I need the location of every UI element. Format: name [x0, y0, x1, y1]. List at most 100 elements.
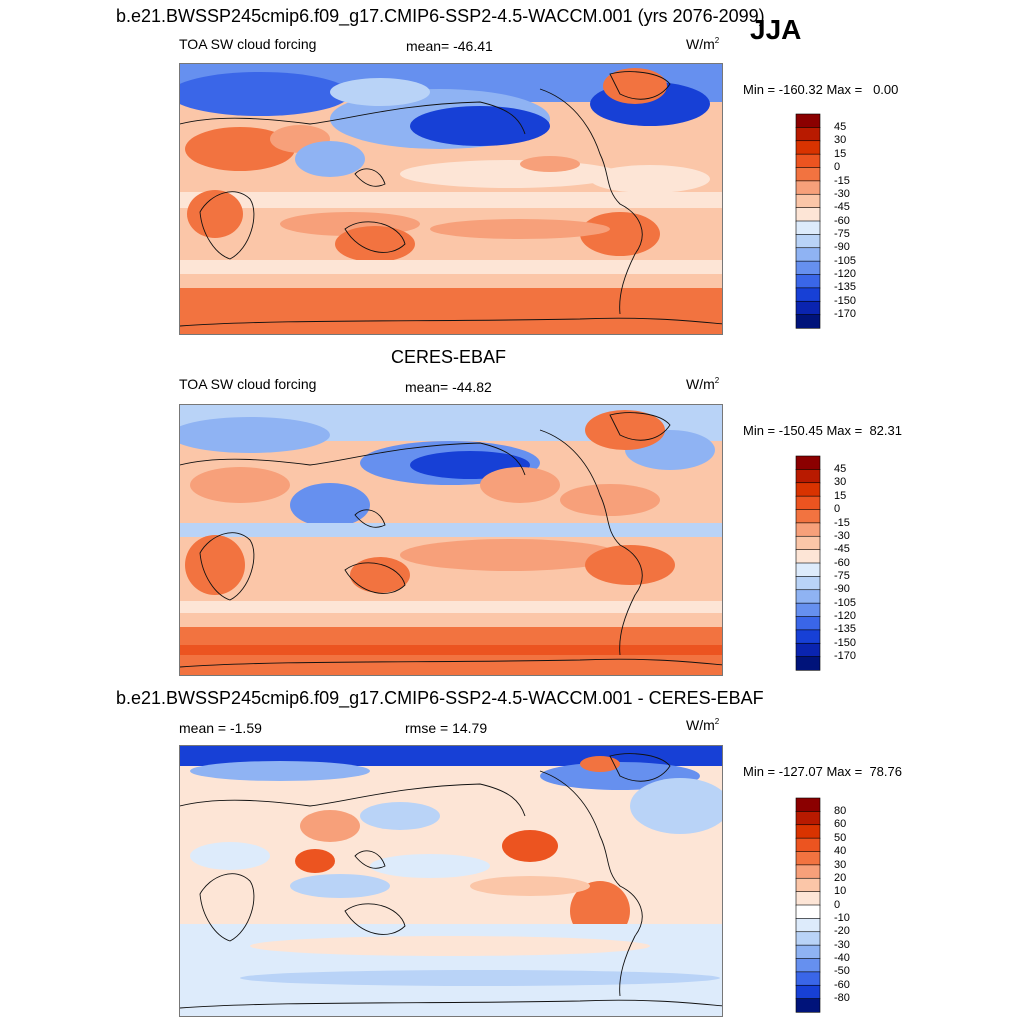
colorbar-swatch [795, 482, 821, 497]
panel1-cbar-tick: -30 [834, 188, 850, 200]
panel3-cbar-tick: 50 [834, 832, 847, 844]
colorbar-swatch [795, 314, 821, 329]
panel3-cbar-tick: 80 [834, 805, 847, 817]
panel2-cbar-tick: -135 [834, 623, 857, 635]
panel3-rmse-label: rmse = 14.79 [405, 720, 488, 736]
colorbar-swatch [795, 549, 821, 564]
colorbar-swatch [795, 207, 821, 222]
panel1-variable-label: TOA SW cloud forcing [179, 36, 317, 52]
colorbar-swatch [795, 811, 821, 826]
colorbar-swatch [795, 629, 821, 644]
panel1-cbar-tick: 45 [834, 121, 847, 133]
panel1-cbar-tick: 0 [834, 161, 841, 173]
panel1-cbar-tick: -150 [834, 295, 857, 307]
colorbar-swatch [795, 837, 821, 853]
colorbar-swatch [795, 984, 821, 1000]
panel3-cbar-tick: 20 [834, 872, 847, 884]
panel2-map [179, 404, 723, 676]
panel1-cbar-tick: -15 [834, 175, 850, 187]
panel2-cbar-tick: 45 [834, 463, 847, 475]
panel1-cbar-tick: -45 [834, 201, 850, 213]
panel1-colorbar [795, 113, 821, 329]
colorbar-swatch [795, 535, 821, 551]
colorbar-swatch [795, 522, 821, 537]
colorbar-swatch [795, 220, 821, 235]
colorbar-swatch [795, 904, 821, 919]
colorbar-swatch [795, 589, 821, 604]
colorbar-swatch [795, 864, 821, 879]
panel3-cbar-tick: -20 [834, 925, 850, 937]
colorbar-swatch [795, 495, 821, 511]
panel3-cbar-tick: -60 [834, 979, 850, 991]
panel2-minmax-label: Min = -150.45 Max = 82.31 [743, 423, 902, 438]
colorbar-swatch [795, 247, 821, 262]
colorbar-swatch [795, 918, 821, 933]
panel1-cbar-tick: -105 [834, 255, 857, 267]
panel3-title: b.e21.BWSSP245cmip6.f09_g17.CMIP6-SSP2-4… [116, 688, 764, 708]
panel2-cbar-tick: 30 [834, 476, 847, 488]
panel2-cbar-tick: -105 [834, 597, 857, 609]
panel2-cbar-tick: -75 [834, 570, 850, 582]
panel3-cbar-tick: -80 [834, 992, 850, 1004]
panel3-cbar-tick: 60 [834, 818, 847, 830]
panel2-variable-label: TOA SW cloud forcing [179, 376, 317, 392]
colorbar-swatch [795, 642, 821, 658]
panel2-cbar-tick: -60 [834, 557, 850, 569]
colorbar-swatch [795, 153, 821, 169]
colorbar-swatch [795, 193, 821, 209]
panel1-cbar-tick: -90 [834, 241, 850, 253]
colorbar-swatch [795, 300, 821, 316]
colorbar-swatch [795, 998, 821, 1013]
panel3-cbar-tick: 30 [834, 859, 847, 871]
panel1-cbar-tick: 15 [834, 148, 847, 160]
panel3-map [179, 745, 723, 1017]
panel1-cbar-tick: -170 [834, 308, 857, 320]
panel1-cbar-tick: -60 [834, 215, 850, 227]
colorbar-swatch [795, 287, 821, 302]
panel3-colorbar [795, 797, 821, 1013]
colorbar-swatch [795, 944, 821, 960]
panel1-minmax-label: Min = -160.32 Max = 0.00 [743, 82, 899, 97]
panel1-cbar-tick: 30 [834, 134, 847, 146]
colorbar-swatch [795, 958, 821, 973]
panel2-cbar-tick: -15 [834, 517, 850, 529]
panel3-cbar-tick: 10 [834, 885, 847, 897]
panel3-units-label: W/m2 [686, 717, 720, 733]
panel2-cbar-tick: -150 [834, 637, 857, 649]
panel1-mean-label: mean= -46.41 [406, 38, 493, 54]
colorbar-swatch [795, 260, 821, 276]
panel1-title: b.e21.BWSSP245cmip6.f09_g17.CMIP6-SSP2-4… [116, 6, 765, 26]
colorbar-swatch [795, 469, 821, 484]
panel3-cbar-tick: -50 [834, 965, 850, 977]
panel3-cbar-tick: -10 [834, 912, 850, 924]
panel3-cbar-tick: 0 [834, 899, 841, 911]
panel3-minmax-label: Min = -127.07 Max = 78.76 [743, 764, 902, 779]
colorbar-swatch [795, 113, 821, 128]
colorbar-swatch [795, 616, 821, 631]
panel2-units-label: W/m2 [686, 376, 720, 392]
panel3-cbar-tick: 40 [834, 845, 847, 857]
colorbar-swatch [795, 127, 821, 142]
panel2-title: CERES-EBAF [391, 347, 507, 367]
panel2-mean-label: mean= -44.82 [405, 379, 492, 395]
colorbar-swatch [795, 851, 821, 866]
panel3-cbar-tick: -40 [834, 952, 850, 964]
colorbar-swatch [795, 931, 821, 946]
colorbar-swatch [795, 797, 821, 812]
panel1-cbar-tick: -120 [834, 268, 857, 280]
panel2-cbar-tick: 15 [834, 490, 847, 502]
colorbar-swatch [795, 656, 821, 671]
colorbar-swatch [795, 877, 821, 893]
panel1-map [179, 63, 723, 335]
colorbar-swatch [795, 971, 821, 986]
panel1-units-label: W/m2 [686, 36, 720, 52]
colorbar-swatch [795, 891, 821, 906]
panel3-cbar-tick: -30 [834, 939, 850, 951]
panel1-cbar-tick: -75 [834, 228, 850, 240]
colorbar-swatch [795, 509, 821, 524]
colorbar-swatch [795, 602, 821, 618]
colorbar-swatch [795, 562, 821, 577]
panel2-cbar-tick: 0 [834, 503, 841, 515]
panel1-cbar-tick: -135 [834, 281, 857, 293]
